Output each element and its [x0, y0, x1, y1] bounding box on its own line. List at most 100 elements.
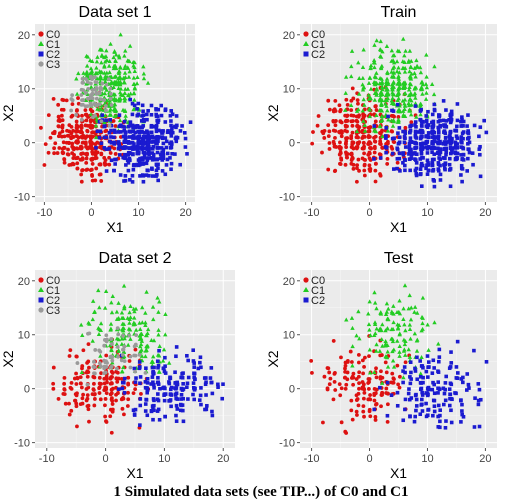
- data-point-C1: [356, 309, 361, 314]
- data-point-C3: [79, 117, 84, 122]
- data-point-C1: [407, 85, 412, 90]
- data-point-C2: [174, 114, 179, 118]
- data-point-C2: [145, 129, 149, 133]
- data-point-C3: [87, 331, 92, 336]
- data-point-C2: [443, 162, 447, 167]
- data-point-C2: [156, 365, 160, 370]
- data-point-C0: [109, 387, 114, 392]
- data-point-C2: [102, 135, 107, 140]
- data-point-C0: [84, 118, 89, 123]
- data-point-C1: [95, 106, 100, 111]
- data-point-C1: [385, 128, 391, 133]
- data-point-C1: [390, 87, 395, 92]
- data-point-C2: [432, 398, 437, 403]
- data-point-C0: [351, 146, 356, 151]
- data-point-C2: [419, 184, 424, 188]
- data-point-C0: [373, 119, 378, 124]
- data-point-C1: [98, 328, 104, 333]
- data-point-C2: [144, 161, 149, 166]
- data-point-C2: [126, 168, 131, 173]
- data-point-C1: [87, 71, 93, 76]
- data-point-C2: [131, 408, 136, 413]
- data-point-C1: [360, 108, 366, 113]
- data-point-C2: [409, 370, 413, 375]
- data-point-C1: [419, 80, 424, 85]
- data-point-C0: [61, 107, 66, 112]
- data-point-C1: [401, 82, 407, 87]
- data-point-C2: [425, 151, 430, 155]
- data-point-C0: [92, 392, 97, 396]
- data-point-C0: [87, 365, 91, 370]
- data-point-C0: [60, 118, 65, 123]
- data-point-C2: [408, 375, 412, 379]
- data-point-C3: [93, 113, 97, 118]
- data-point-C0: [90, 162, 95, 166]
- data-point-C1: [378, 97, 383, 102]
- data-point-C1: [402, 69, 408, 74]
- data-point-C1: [110, 294, 115, 299]
- data-point-C1: [98, 353, 103, 358]
- data-point-C3: [91, 365, 96, 369]
- data-point-C0: [112, 146, 117, 151]
- data-point-C1: [349, 48, 355, 53]
- data-point-C0: [104, 420, 109, 424]
- data-point-C1: [117, 74, 123, 79]
- data-point-C2: [160, 158, 165, 162]
- data-point-C1: [84, 53, 89, 58]
- chart-title: Train: [381, 4, 417, 21]
- data-point-C2: [430, 150, 434, 155]
- x-tick-label: 10: [132, 207, 144, 219]
- data-point-C2: [178, 129, 183, 133]
- data-point-C2: [192, 365, 197, 369]
- data-point-C2: [402, 140, 407, 145]
- data-point-C2: [448, 156, 452, 161]
- data-point-C0: [373, 139, 378, 144]
- data-point-C2: [419, 135, 424, 139]
- data-point-C2: [420, 409, 425, 413]
- data-point-C2: [470, 151, 475, 155]
- data-point-C3: [69, 108, 74, 113]
- data-point-C0: [67, 354, 72, 358]
- data-point-C2: [392, 136, 396, 141]
- data-point-C2: [169, 109, 174, 113]
- data-point-C1: [368, 63, 374, 68]
- data-point-C2: [378, 156, 383, 160]
- data-point-C0: [360, 358, 365, 363]
- data-point-C2: [467, 150, 472, 155]
- data-point-C0: [350, 123, 355, 128]
- data-point-C1: [109, 79, 114, 84]
- data-point-C2: [466, 129, 470, 133]
- data-point-C2: [460, 123, 464, 128]
- data-point-C2: [141, 134, 146, 139]
- x-tick-label: 20: [479, 453, 491, 465]
- data-point-C2: [409, 150, 413, 155]
- data-point-C0: [357, 168, 361, 173]
- data-point-C1: [397, 343, 402, 348]
- data-point-C1: [396, 96, 401, 101]
- data-point-C2: [159, 103, 164, 108]
- data-point-C2: [154, 129, 159, 134]
- data-point-C3: [86, 86, 91, 91]
- data-point-C1: [357, 75, 362, 80]
- x-tick-label: -10: [36, 207, 52, 219]
- data-point-C1: [436, 341, 441, 346]
- data-point-C2: [169, 385, 174, 390]
- data-point-C2: [150, 166, 154, 171]
- data-point-C2: [442, 391, 447, 396]
- data-point-C0: [337, 103, 342, 108]
- data-point-C2: [128, 178, 132, 182]
- data-point-C2: [210, 413, 215, 418]
- data-point-C2: [193, 386, 197, 391]
- data-point-C0: [331, 119, 336, 123]
- data-point-C2: [415, 152, 419, 156]
- data-point-C0: [366, 377, 371, 381]
- data-point-C2: [460, 412, 464, 417]
- data-point-C0: [390, 371, 395, 376]
- data-point-C0: [361, 409, 366, 414]
- data-point-C0: [68, 348, 73, 353]
- data-point-C2: [442, 166, 447, 171]
- data-point-C0: [397, 385, 402, 390]
- data-point-C2: [198, 360, 202, 365]
- data-point-C0: [39, 125, 43, 130]
